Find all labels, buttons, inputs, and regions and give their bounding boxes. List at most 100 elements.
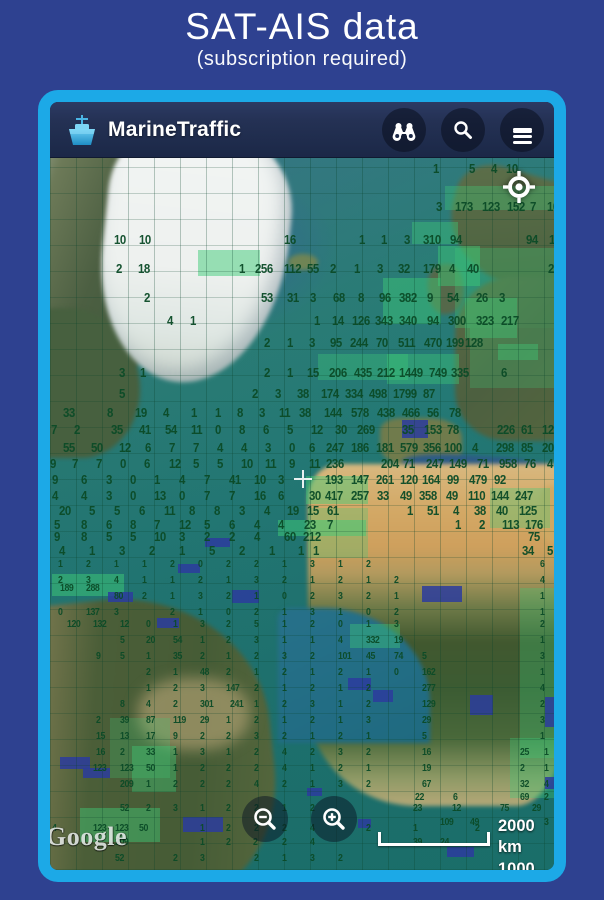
density-value: 48 — [200, 667, 209, 678]
density-value: 3 — [254, 635, 259, 646]
density-value: 1 — [170, 575, 175, 586]
density-value: 1 — [314, 313, 320, 328]
density-value: 51 — [427, 503, 439, 518]
density-value: 11 — [164, 503, 176, 518]
density-value: 3 — [310, 559, 315, 570]
density-value: 2 — [520, 763, 525, 774]
density-value: 8 — [358, 290, 364, 305]
density-cells — [50, 158, 554, 870]
density-value: 7 — [169, 440, 175, 455]
density-value: 1 — [540, 667, 545, 678]
density-value: 1 — [310, 667, 315, 678]
density-value: 3 — [265, 440, 271, 455]
density-value: 2 — [254, 853, 259, 864]
density-cell — [318, 354, 408, 380]
density-value: 7 — [204, 488, 210, 503]
density-value: 144 — [491, 488, 509, 503]
density-value: 41 — [229, 472, 241, 487]
density-value: 20 — [146, 635, 155, 646]
phone-frame: MarineTraffic — [38, 90, 566, 882]
density-value: 2 — [253, 837, 258, 848]
density-value: 23 — [304, 517, 316, 532]
density-value: 5 — [54, 517, 60, 532]
deep-water-patch — [470, 695, 493, 715]
density-cell — [498, 344, 538, 360]
density-value: 18 — [138, 261, 150, 276]
density-value: 2 — [254, 651, 259, 662]
density-value: 119 — [173, 715, 186, 726]
density-value: 13 — [120, 731, 129, 742]
density-value: 78 — [449, 405, 461, 420]
density-value: 2 — [200, 651, 205, 662]
density-value: 4 — [491, 161, 497, 176]
density-value: 162 — [422, 667, 436, 678]
zoom-out-button[interactable] — [242, 796, 288, 842]
density-value: 6 — [81, 472, 87, 487]
density-value: 2 — [58, 575, 63, 586]
menu-icon — [512, 128, 532, 144]
density-cell — [52, 574, 124, 596]
zoom-in-button[interactable] — [311, 796, 357, 842]
density-value: 61 — [521, 422, 533, 437]
deep-water-patch — [307, 788, 322, 796]
density-value: 2 — [282, 667, 287, 678]
density-value: 288 — [86, 583, 100, 594]
density-value: 123 — [115, 823, 129, 834]
density-value: 1 — [282, 607, 287, 618]
density-value: 99 — [447, 472, 459, 487]
density-value: 2 — [173, 779, 178, 790]
density-value: 125 — [519, 503, 537, 518]
density-value: 1 — [142, 559, 147, 570]
density-value: 2 — [366, 559, 371, 570]
density-value: 1 — [179, 543, 185, 558]
binoculars-button[interactable] — [382, 107, 426, 152]
density-value: 3 — [106, 488, 112, 503]
density-value: 3 — [259, 405, 265, 420]
density-value: 2 — [226, 763, 231, 774]
density-value: 3 — [239, 503, 245, 518]
density-value: 2 — [479, 517, 485, 532]
density-value: 50 — [91, 440, 103, 455]
locate-me-button[interactable] — [499, 167, 539, 207]
density-value: 2 — [310, 715, 315, 726]
density-value: 2 — [254, 747, 259, 758]
density-value: 1 — [310, 763, 315, 774]
density-value: 12 — [119, 440, 131, 455]
iceland-landmass — [288, 254, 318, 270]
density-value: 39 — [120, 715, 129, 726]
density-value: 1 — [191, 405, 197, 420]
density-value: 1 — [142, 575, 147, 586]
density-value: 3 — [275, 386, 281, 401]
density-value: 67 — [422, 779, 431, 790]
density-value: 1 — [173, 747, 178, 758]
density-value: 4 — [544, 779, 549, 790]
search-button[interactable] — [441, 107, 485, 152]
density-cell — [445, 186, 554, 210]
density-value: 0 — [58, 607, 63, 618]
density-value: 1 — [114, 559, 119, 570]
density-value: 8 — [189, 503, 195, 518]
density-value: 2 — [226, 619, 231, 630]
density-value: 3 — [404, 232, 410, 247]
density-value: 1 — [226, 715, 231, 726]
density-value: 87 — [146, 715, 155, 726]
density-value: 261 — [376, 472, 394, 487]
density-value: 6 — [139, 503, 145, 518]
density-value: 75 — [500, 803, 509, 814]
density-value: 5 — [422, 651, 427, 662]
density-value: 26 — [476, 290, 488, 305]
map-view[interactable]: 1541031731231527101010161133109494102181… — [50, 158, 554, 870]
density-value: 2 — [144, 290, 150, 305]
density-value: 1 — [313, 543, 319, 558]
density-value: 3 — [254, 731, 259, 742]
density-value: 173 — [455, 199, 473, 214]
density-value: 128 — [465, 335, 483, 350]
density-value: 5 — [547, 543, 553, 558]
density-value: 49 — [470, 817, 479, 828]
density-value: 217 — [501, 313, 519, 328]
density-value: 1 — [338, 683, 343, 694]
density-cell — [465, 298, 517, 338]
menu-button[interactable] — [500, 107, 544, 152]
density-value: 1 — [282, 559, 287, 570]
density-value: 2 — [226, 635, 231, 646]
